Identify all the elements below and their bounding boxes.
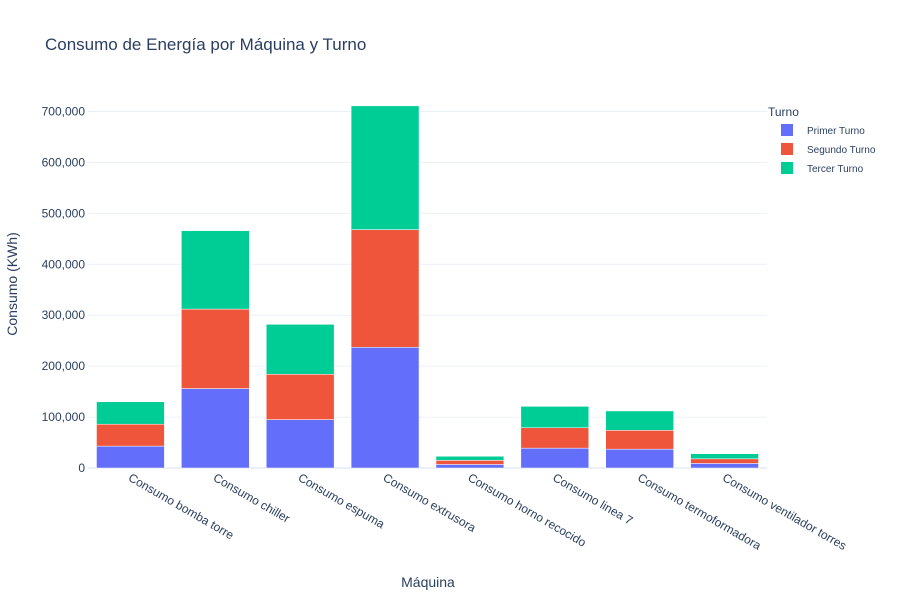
bars <box>96 105 759 469</box>
x-tick-label: Consumo extrusora <box>381 470 479 535</box>
bar-segment[interactable] <box>520 447 590 469</box>
y-tick-label: 500,000 <box>42 206 86 220</box>
bar-segment[interactable] <box>96 423 165 447</box>
bar-segment[interactable] <box>265 419 335 469</box>
legend-swatch[interactable] <box>781 124 793 136</box>
x-tick-label: Consumo linea 7 <box>550 470 635 527</box>
legend[interactable]: Turno Primer Turno Segundo Turno Tercer Tu… <box>768 105 876 175</box>
y-tick-label: 400,000 <box>42 257 86 271</box>
legend-item-label[interactable]: Primer Turno <box>807 126 865 137</box>
y-tick-label: 600,000 <box>42 155 86 169</box>
bar-segment[interactable] <box>690 463 759 469</box>
bar-segment[interactable] <box>265 324 335 375</box>
bar-segment[interactable] <box>605 448 674 469</box>
x-tick-label: Consumo espuma <box>296 470 388 531</box>
y-tick-label: 100,000 <box>42 410 86 424</box>
bar-segment[interactable] <box>520 406 590 429</box>
y-tick-label: 700,000 <box>42 104 86 118</box>
legend-swatch[interactable] <box>781 143 793 155</box>
chart-title: Consumo de Energía por Máquina y Turno <box>45 35 366 54</box>
bar-segment[interactable] <box>181 388 250 469</box>
bar-segment[interactable] <box>350 229 420 348</box>
legend-item-label[interactable]: Segundo Turno <box>807 145 876 156</box>
y-axis-ticks: 0 100,000 200,000 300,000 400,000 500,000 600,… <box>42 104 86 475</box>
bar-segment[interactable] <box>605 410 674 431</box>
x-tick-label: Consumo chiller <box>211 470 293 525</box>
bar-segment[interactable] <box>435 456 505 461</box>
legend-title: Turno <box>768 105 799 119</box>
bar-segment[interactable] <box>690 458 759 464</box>
bar-segment[interactable] <box>690 453 759 460</box>
bar-segment[interactable] <box>181 308 250 389</box>
x-axis-title: Máquina <box>401 574 455 590</box>
bar-segment[interactable] <box>605 430 674 450</box>
bar-segment[interactable] <box>265 374 335 420</box>
y-tick-label: 200,000 <box>42 359 86 373</box>
legend-swatch[interactable] <box>781 162 793 174</box>
bar-segment[interactable] <box>520 427 590 449</box>
bar-segment[interactable] <box>435 464 505 469</box>
legend-item-label[interactable]: Tercer Turno <box>807 164 864 175</box>
bar-segment[interactable] <box>181 230 250 310</box>
y-tick-label: 300,000 <box>42 308 86 322</box>
bar-segment[interactable] <box>435 460 505 465</box>
y-tick-label: 0 <box>78 461 85 475</box>
bar-segment[interactable] <box>350 347 420 469</box>
bar-segment[interactable] <box>350 105 420 230</box>
y-axis-title: Consumo (KWh) <box>4 232 20 335</box>
bar-segment[interactable] <box>96 445 165 469</box>
bar-segment[interactable] <box>96 401 165 425</box>
